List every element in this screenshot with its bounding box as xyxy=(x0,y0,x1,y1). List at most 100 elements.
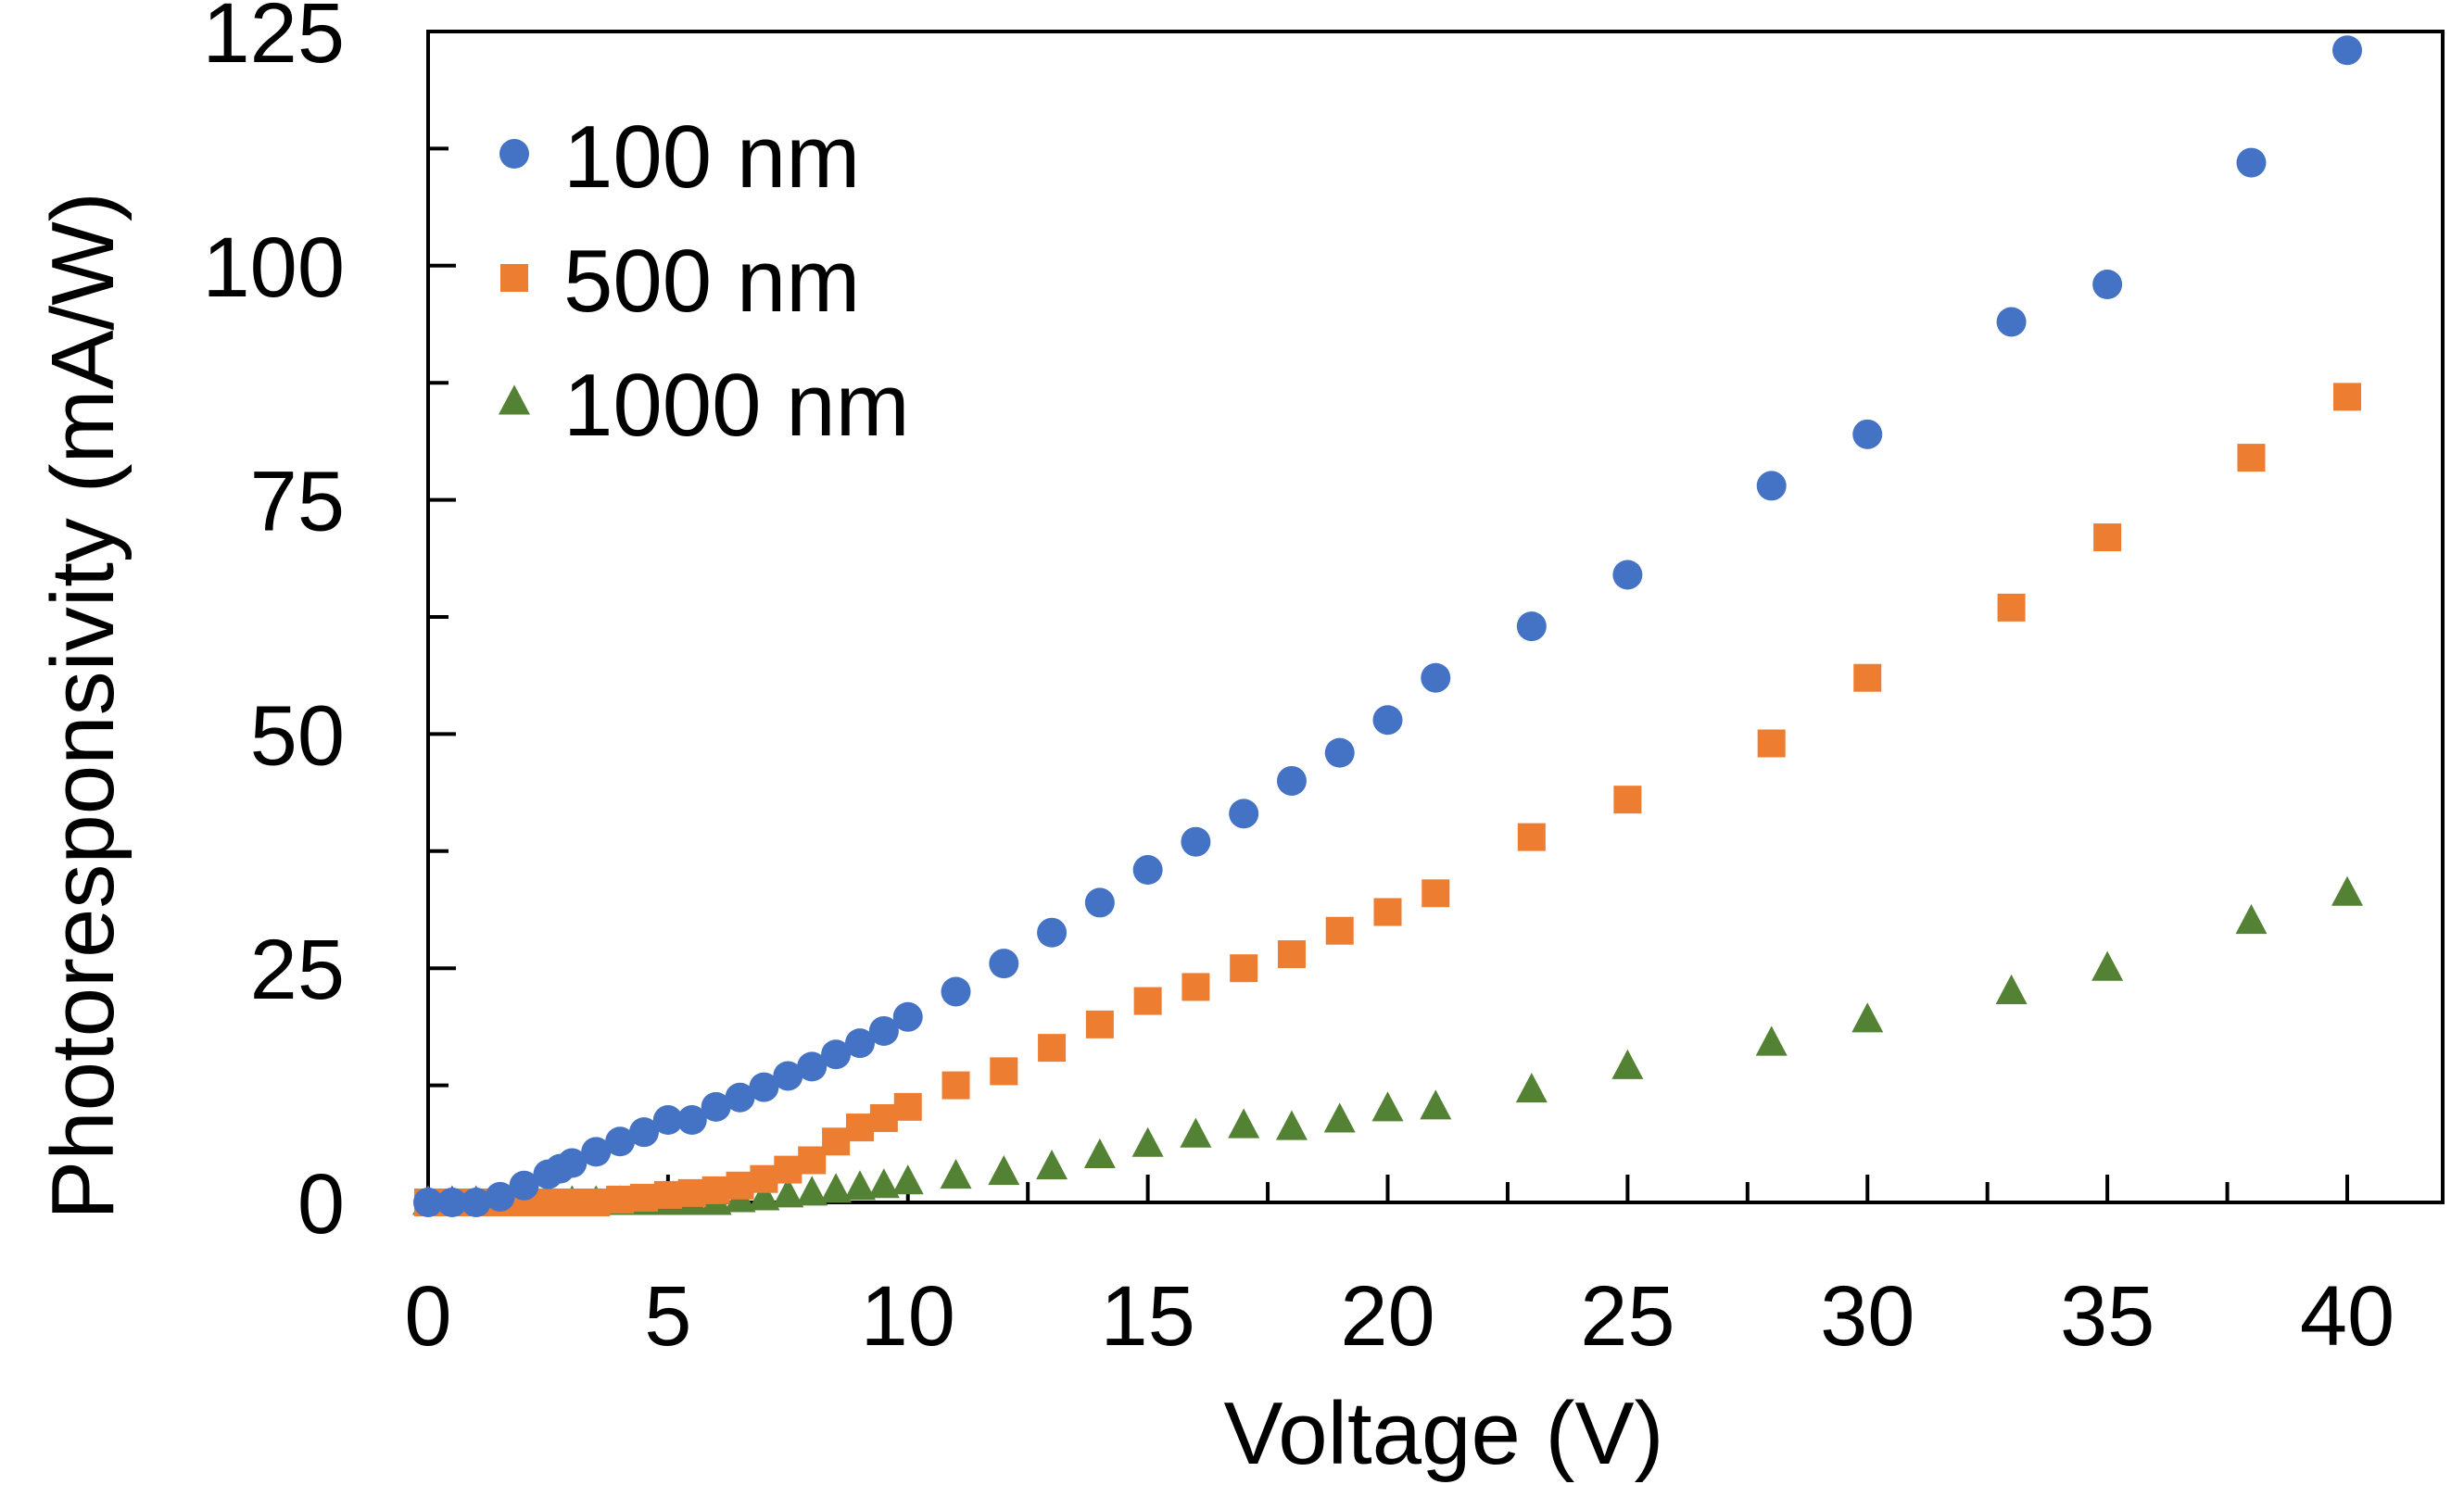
data-point xyxy=(701,1176,730,1204)
y-axis-tick-labels: 0 25 50 75 100 125 xyxy=(203,0,346,1252)
x-axis-tick-labels: 0 5 10 15 20 25 30 35 40 xyxy=(404,1269,2395,1364)
legend: 100 nm 500 nm 1000 nm xyxy=(499,107,910,455)
data-point xyxy=(989,949,1019,979)
data-point xyxy=(892,1001,923,1032)
data-point xyxy=(1851,1002,1884,1033)
data-point xyxy=(1613,786,1642,814)
data-point xyxy=(1612,560,1643,590)
data-point xyxy=(605,1126,636,1157)
data-point xyxy=(941,976,971,1007)
data-point xyxy=(1996,307,2027,337)
data-point xyxy=(436,1188,467,1217)
data-point xyxy=(1180,1117,1212,1148)
data-point xyxy=(582,1189,611,1216)
data-point xyxy=(628,1117,659,1148)
data-point xyxy=(1515,1073,1548,1103)
legend-item: 1000 nm xyxy=(499,356,910,455)
x-tick-label: 30 xyxy=(1820,1269,1914,1364)
data-point xyxy=(1373,898,1402,926)
data-point xyxy=(843,1170,876,1201)
data-point xyxy=(1517,823,1546,851)
x-tick-label: 25 xyxy=(1580,1269,1674,1364)
data-point xyxy=(1276,765,1307,796)
data-point xyxy=(1997,593,2026,622)
legend-item: 500 nm xyxy=(500,232,860,331)
data-point xyxy=(558,1189,587,1216)
data-point xyxy=(867,1168,900,1199)
data-point xyxy=(1422,879,1450,908)
data-point xyxy=(1037,917,1068,948)
data-point xyxy=(1038,1034,1067,1063)
data-point xyxy=(1229,799,1259,829)
data-point xyxy=(461,1188,491,1217)
data-point xyxy=(1131,1126,1164,1157)
series-100-nm xyxy=(413,35,2362,1217)
y-tick-label: 50 xyxy=(250,688,345,783)
data-point xyxy=(1133,987,1162,1015)
data-point xyxy=(2235,904,2268,935)
data-point xyxy=(750,1164,778,1193)
data-point xyxy=(1181,973,1210,1001)
data-point xyxy=(1372,705,1403,736)
data-point xyxy=(891,1164,924,1195)
data-point xyxy=(2236,147,2267,178)
data-point xyxy=(1085,1010,1114,1038)
data-point xyxy=(1420,1089,1452,1120)
data-point xyxy=(845,1113,874,1142)
data-point xyxy=(869,1103,898,1132)
data-point xyxy=(509,1170,539,1201)
data-point xyxy=(1132,855,1163,886)
data-point xyxy=(1083,1138,1116,1168)
data-point xyxy=(581,1137,612,1167)
legend-marker-square-icon xyxy=(500,264,528,292)
data-point xyxy=(940,1159,972,1189)
data-point xyxy=(653,1180,682,1209)
legend-label: 500 nm xyxy=(563,232,860,331)
data-point xyxy=(1756,471,1787,501)
data-point xyxy=(2331,875,2363,906)
legend-label: 1000 nm xyxy=(563,356,910,455)
data-point xyxy=(2333,383,2361,411)
legend-marker-triangle-icon xyxy=(499,384,530,415)
legend-marker-circle-icon xyxy=(499,139,529,169)
data-point xyxy=(1611,1049,1644,1079)
y-tick-label: 0 xyxy=(297,1157,345,1252)
data-point xyxy=(725,1082,755,1113)
data-point xyxy=(1755,1025,1788,1056)
data-point xyxy=(485,1181,515,1212)
data-point xyxy=(774,1155,802,1184)
data-point xyxy=(798,1146,827,1175)
data-point xyxy=(652,1105,683,1136)
data-point xyxy=(1228,1108,1260,1138)
data-point xyxy=(941,1071,970,1100)
data-point xyxy=(749,1072,779,1102)
data-point xyxy=(2091,950,2124,981)
data-point xyxy=(1325,916,1354,945)
data-point xyxy=(1324,737,1355,768)
data-point xyxy=(676,1105,707,1136)
y-axis-title: Photoresponsivity (mA/W) xyxy=(33,192,133,1220)
data-point xyxy=(726,1171,754,1200)
x-tick-label: 35 xyxy=(2060,1269,2154,1364)
data-point xyxy=(1421,662,1451,693)
data-point xyxy=(844,1028,875,1059)
data-point xyxy=(797,1051,828,1082)
data-point xyxy=(701,1091,731,1122)
data-point xyxy=(629,1183,658,1212)
x-axis-ticks xyxy=(426,1175,2349,1202)
data-point xyxy=(796,1176,828,1206)
legend-label: 100 nm xyxy=(563,107,860,207)
data-point xyxy=(2237,444,2266,472)
data-point xyxy=(773,1061,803,1091)
data-point xyxy=(1181,826,1211,857)
x-tick-label: 40 xyxy=(2300,1269,2395,1364)
data-point xyxy=(988,1155,1020,1186)
data-point xyxy=(822,1127,851,1156)
data-point xyxy=(1084,887,1115,918)
data-point xyxy=(893,1092,922,1121)
data-point xyxy=(868,1015,899,1046)
y-tick-label: 100 xyxy=(203,220,346,315)
